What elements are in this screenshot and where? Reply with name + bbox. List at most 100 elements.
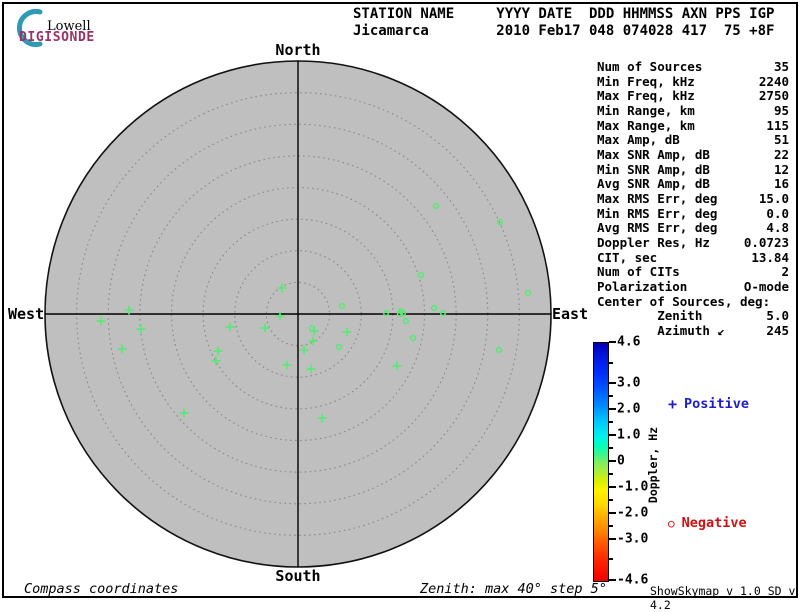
stat-label: Max SNR Amp, dB — [597, 146, 710, 162]
legend-negative-label: Negative — [681, 515, 747, 531]
source-negative-marker — [409, 334, 417, 342]
stat-value: 22 — [773, 146, 789, 162]
compass-label-north: North — [275, 41, 321, 59]
stat-row: Num of CITs 2 — [597, 265, 789, 280]
stat-row: Min RMS Err, deg 0.0 — [597, 205, 789, 222]
source-negative-marker — [402, 317, 410, 325]
stat-label: Zenith — [597, 308, 703, 324]
stat-row: Max Amp, dB 51 — [597, 133, 789, 148]
stat-value: 4.8 — [766, 220, 789, 236]
stat-value: 12 — [773, 161, 789, 177]
source-negative-marker — [432, 202, 440, 210]
footer-zenith-note: Zenith: max 40° step 5° — [420, 581, 607, 597]
circle-marker-icon: ○ — [668, 516, 675, 530]
colorbar-tick-label: 2.0 — [617, 401, 641, 417]
source-negative-marker — [439, 309, 447, 317]
colorbar-major-tick — [609, 460, 616, 462]
stat-label: Min SNR Amp, dB — [597, 161, 710, 177]
stat-label: Num of CITs — [597, 264, 680, 280]
lowell-crescent-logo-icon — [16, 9, 43, 47]
colorbar-axis-label: Doppler, Hz — [646, 426, 660, 504]
colorbar-major-tick — [609, 434, 616, 437]
stat-label: Min Range, km — [597, 102, 695, 118]
stat-value: 2 — [781, 264, 789, 280]
stat-label: CIT, sec — [597, 249, 658, 265]
source-negative-marker — [308, 324, 316, 332]
source-negative-marker — [382, 309, 390, 317]
stat-row: Max Range, km 115 — [597, 117, 789, 134]
stat-row: Azimuth ↙ 245 — [597, 322, 789, 339]
source-negative-marker — [430, 304, 438, 312]
stat-label: Max RMS Err, deg — [597, 190, 718, 206]
source-negative-marker — [396, 310, 404, 318]
colorbar-minor-tick — [609, 421, 613, 424]
colorbar-major-tick — [609, 341, 616, 343]
source-negative-marker — [524, 289, 532, 297]
stat-row: Min Freq, kHz 2240 — [597, 73, 789, 90]
colorbar-major-tick — [609, 485, 616, 488]
stat-value: 245 — [766, 322, 789, 338]
stat-label: Azimuth ↙ — [597, 322, 725, 338]
stat-value: 95 — [773, 102, 789, 118]
stat-row: Min SNR Amp, dB 12 — [597, 161, 789, 178]
doppler-colorbar — [593, 342, 609, 582]
stat-value: 5.0 — [766, 308, 789, 324]
stat-value: 2240 — [758, 73, 789, 89]
stat-label: Min Freq, kHz — [597, 73, 695, 89]
stat-value: 51 — [773, 132, 789, 148]
colorbar-minor-tick — [609, 498, 613, 501]
compass-label-south: South — [275, 567, 321, 585]
legend-positive-label: Positive — [684, 396, 750, 412]
stat-value: 15.0 — [758, 190, 789, 206]
stat-row: Polarization O-mode — [597, 278, 789, 295]
stat-label: Max Amp, dB — [597, 132, 680, 148]
stat-row: CIT, sec 13.84 — [597, 249, 789, 266]
colorbar-minor-tick — [609, 361, 613, 364]
stat-label: Polarization — [597, 278, 688, 294]
stat-label: Avg SNR Amp, dB — [597, 176, 710, 192]
stat-row: Avg RMS Err, deg 4.8 — [597, 221, 789, 236]
stat-label: Avg RMS Err, deg — [597, 220, 718, 236]
stat-label: Min RMS Err, deg — [597, 205, 718, 221]
stat-value: O-mode — [743, 278, 789, 294]
stat-row: Num of Sources 35 — [597, 59, 789, 75]
colorbar-tick-label: 3.0 — [617, 375, 641, 391]
colorbar-major-tick — [609, 579, 616, 581]
colorbar-tick-label: -4.6 — [617, 572, 649, 588]
source-negative-marker — [417, 271, 425, 279]
stat-label: Max Freq, kHz — [597, 88, 695, 104]
stat-value: 2750 — [758, 88, 789, 104]
stat-row: Center of Sources, deg: — [597, 293, 789, 310]
source-negative-marker — [335, 343, 343, 351]
stat-value: 13.84 — [751, 249, 789, 265]
stat-label: Center of Sources, deg: — [597, 293, 771, 309]
header-station-values: Jicamarca 2010 Feb17 048 074028 417 75 +… — [353, 23, 775, 39]
stat-row: Avg SNR Amp, dB 16 — [597, 177, 789, 192]
stat-label: Doppler Res, Hz — [597, 234, 710, 250]
stat-label: Num of Sources — [597, 59, 703, 74]
stat-value: 0.0723 — [743, 234, 789, 250]
source-negative-marker — [495, 346, 503, 354]
stat-label: Max Range, km — [597, 117, 695, 133]
colorbar-minor-tick — [609, 472, 613, 475]
colorbar-minor-tick — [609, 558, 613, 561]
stat-value: 0.0 — [766, 205, 789, 221]
colorbar-minor-tick — [609, 524, 613, 527]
stat-row: Max RMS Err, deg 15.0 — [597, 190, 789, 207]
colorbar-tick-label: 1.0 — [617, 427, 641, 443]
stat-value: 16 — [773, 176, 789, 192]
colorbar-major-tick — [609, 511, 616, 514]
logo-digisonde-text: DIGISONDE — [19, 30, 95, 45]
colorbar-minor-tick — [609, 395, 613, 398]
colorbar-major-tick — [609, 382, 616, 385]
source-negative-marker — [338, 302, 346, 310]
stat-row: Max SNR Amp, dB 22 — [597, 146, 789, 163]
colorbar-tick-label: -2.0 — [617, 505, 649, 521]
colorbar-tick-label: 0 — [617, 453, 625, 469]
legend-negative: ○ Negative — [668, 515, 747, 531]
compass-label-east: East — [552, 305, 589, 323]
legend-positive: + Positive — [668, 395, 749, 413]
stat-row: Max Freq, kHz 2750 — [597, 89, 789, 104]
logo-lowell-text: Lowell — [47, 19, 91, 34]
stat-value: 35 — [773, 59, 789, 74]
